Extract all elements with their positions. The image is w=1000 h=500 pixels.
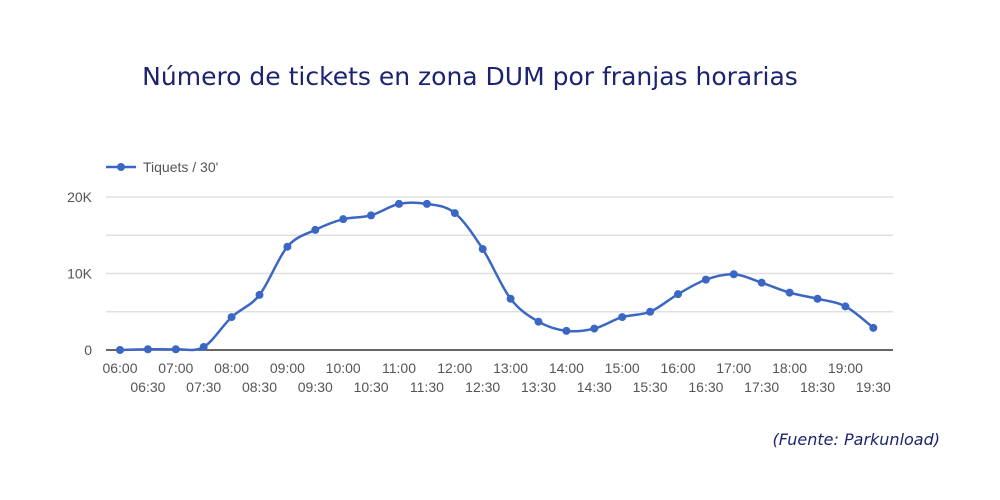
data-point	[283, 242, 292, 251]
x-tick-label: 14:00	[549, 360, 584, 376]
x-tick-label: 08:30	[242, 379, 277, 395]
data-point	[171, 345, 180, 354]
x-tick-label: 10:30	[354, 379, 389, 395]
gridlines	[106, 196, 893, 313]
x-tick-label: 13:30	[521, 379, 556, 395]
data-point	[367, 211, 376, 220]
x-tick-label: 19:00	[828, 360, 863, 376]
data-point	[227, 313, 236, 322]
chart-title: Número de tickets en zona DUM por franja…	[142, 62, 798, 91]
x-tick-label: 11:30	[410, 379, 444, 395]
x-tick-label: 18:00	[772, 360, 807, 376]
x-tick-label: 16:30	[688, 379, 723, 395]
data-point	[422, 199, 431, 208]
data-point	[506, 294, 515, 303]
y-tick-label: 10K	[67, 266, 93, 282]
x-tick-label: 06:00	[102, 360, 137, 376]
data-point	[646, 307, 655, 316]
x-tick-label: 17:30	[744, 379, 779, 395]
data-point	[618, 313, 627, 322]
data-point	[311, 225, 320, 234]
data-point	[143, 345, 152, 354]
data-point	[701, 275, 710, 284]
data-point	[869, 323, 878, 332]
data-point	[785, 288, 794, 297]
legend: Tiquets / 30'	[106, 159, 218, 175]
x-tick-label: 10:00	[326, 360, 361, 376]
y-tick-label: 20K	[67, 189, 93, 205]
data-point	[450, 209, 459, 218]
x-tick-label: 18:30	[800, 379, 835, 395]
x-tick-label: 16:00	[660, 360, 695, 376]
data-point	[255, 290, 264, 299]
x-tick-label: 19:30	[856, 379, 891, 395]
source-note: (Fuente: Parkunload)	[772, 430, 940, 449]
legend-marker	[117, 163, 125, 171]
data-point	[813, 294, 822, 303]
x-tick-labels: 06:00 06:30 07:00 07:30 08:00 08:30 09:00 09:30…	[102, 360, 891, 395]
x-tick-label: 07:00	[158, 360, 193, 376]
data-point	[199, 342, 208, 351]
data-point	[478, 245, 487, 254]
x-tick-label: 15:30	[633, 379, 668, 395]
data-point	[590, 324, 599, 333]
x-tick-label: 07:30	[186, 379, 221, 395]
x-tick-label: 09:00	[270, 360, 305, 376]
y-tick-label: 0	[84, 342, 92, 358]
data-point	[729, 270, 738, 279]
x-tick-label: 12:00	[437, 360, 472, 376]
data-point	[339, 215, 348, 224]
x-tick-label: 11:00	[382, 360, 416, 376]
data-point	[757, 278, 766, 287]
data-point	[395, 199, 403, 208]
x-tick-label: 08:00	[214, 360, 249, 376]
data-point	[562, 326, 571, 335]
data-point	[116, 346, 124, 354]
x-tick-label: 14:30	[577, 379, 612, 395]
x-tick-label: 15:00	[605, 360, 640, 376]
x-tick-label: 12:30	[465, 379, 500, 395]
x-tick-label: 06:30	[130, 379, 165, 395]
series-line	[119, 201, 875, 352]
data-point	[674, 290, 682, 299]
x-tick-label: 09:30	[298, 379, 333, 395]
legend-label: Tiquets / 30'	[143, 159, 218, 175]
data-point	[841, 302, 850, 311]
x-tick-label: 13:00	[493, 360, 528, 376]
x-tick-label: 17:00	[716, 360, 751, 376]
series-line-layer	[119, 201, 875, 352]
data-points	[116, 199, 878, 354]
y-tick-labels: 0 10K 20K	[67, 189, 93, 358]
data-point	[534, 317, 543, 326]
